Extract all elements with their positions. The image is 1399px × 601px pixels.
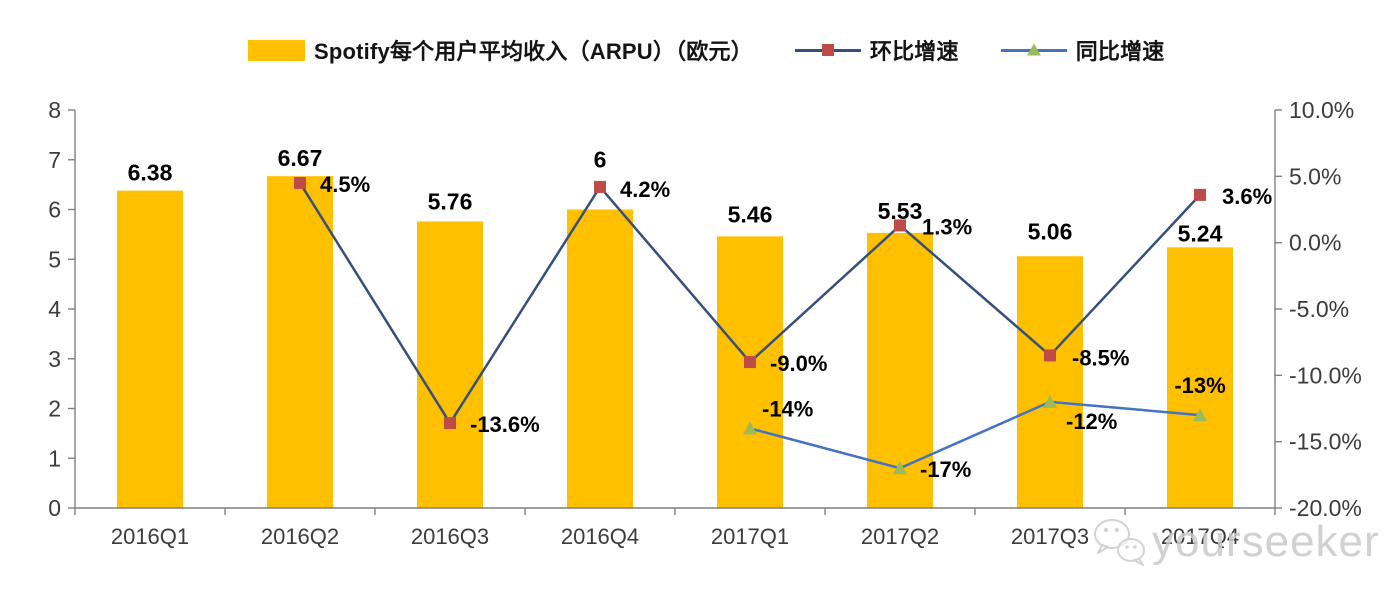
- left-axis-tick-label: 1: [48, 445, 61, 471]
- arpu-bar-label: 6.67: [278, 145, 323, 171]
- x-axis-category-label: 2017Q2: [861, 524, 939, 549]
- x-axis-category-label: 2016Q2: [261, 524, 339, 549]
- x-axis-category-label: 2016Q1: [111, 524, 189, 549]
- yoy-triangle-marker: [893, 461, 907, 475]
- arpu-bar: [1017, 256, 1083, 508]
- qoq-data-label: 4.2%: [620, 177, 670, 202]
- qoq-data-label: -9.0%: [770, 351, 827, 376]
- left-axis-tick-label: 0: [48, 495, 61, 521]
- x-axis-category-label: 2016Q3: [411, 524, 489, 549]
- qoq-square-marker-icon: [821, 44, 834, 56]
- yoy-data-label: -13%: [1174, 373, 1225, 398]
- legend-item-qoq: 环比增速: [794, 34, 959, 66]
- right-axis-tick-label: -10.0%: [1289, 362, 1362, 388]
- qoq-data-label: -8.5%: [1072, 345, 1129, 370]
- qoq-data-label: 4.5%: [320, 172, 370, 197]
- qoq-data-label: 1.3%: [922, 214, 972, 239]
- yoy-data-label: -14%: [762, 396, 813, 421]
- x-axis-category-label: 2017Q3: [1011, 524, 1089, 549]
- qoq-square-marker: [744, 356, 756, 369]
- x-axis-category-label: 2016Q4: [561, 524, 639, 549]
- arpu-bar: [267, 176, 333, 509]
- yoy-data-label: -17%: [920, 457, 971, 482]
- right-axis-tick-label: -20.0%: [1289, 495, 1362, 521]
- right-axis-tick-label: -15.0%: [1289, 429, 1362, 455]
- legend-item-arpu: Spotify每个用户平均收入（ARPU）（欧元）: [248, 34, 753, 66]
- left-axis-tick-label: 6: [48, 197, 61, 223]
- left-axis-tick-label: 7: [48, 147, 61, 173]
- yoy-triangle-marker: [743, 421, 757, 435]
- legend-item-yoy: 同比增速: [1000, 34, 1165, 66]
- right-axis-tick-label: 10.0%: [1289, 97, 1354, 123]
- qoq-square-marker: [1194, 188, 1206, 201]
- arpu-bar: [1167, 247, 1233, 508]
- arpu-bar-label: 6: [594, 147, 607, 173]
- qoq-data-label: -13.6%: [470, 412, 540, 437]
- yoy-data-label: -12%: [1066, 409, 1117, 434]
- qoq-square-marker: [444, 417, 456, 430]
- qoq-square-marker: [894, 219, 906, 232]
- qoq-data-label: 3.6%: [1222, 184, 1272, 209]
- yoy-triangle-marker: [1193, 408, 1207, 422]
- yoy-line-swatch-icon: [1000, 43, 1067, 56]
- legend-label-yoy: 同比增速: [1075, 39, 1165, 64]
- left-axis-tick-label: 8: [48, 97, 61, 123]
- right-axis-tick-label: 5.0%: [1289, 163, 1341, 189]
- arpu-bar-label: 6.38: [128, 160, 173, 186]
- arpu-bar: [567, 209, 633, 508]
- left-axis-tick-label: 3: [48, 346, 61, 372]
- left-axis-tick-label: 2: [48, 396, 61, 422]
- legend-label-arpu: Spotify每个用户平均收入（ARPU）（欧元）: [314, 39, 753, 64]
- arpu-bar-label: 5.24: [1178, 220, 1223, 246]
- legend-label-qoq: 环比增速: [869, 39, 959, 64]
- x-axis-category-label: 2017Q1: [711, 524, 789, 549]
- right-axis-tick-label: 0.0%: [1289, 230, 1341, 256]
- bar-swatch-icon: [248, 39, 305, 61]
- left-axis-tick-label: 4: [48, 296, 61, 322]
- right-axis-tick-label: -5.0%: [1289, 296, 1349, 322]
- yoy-triangle-marker-icon: [1026, 43, 1041, 56]
- qoq-square-marker: [594, 180, 606, 193]
- arpu-bar-label: 5.76: [428, 188, 473, 214]
- yoy-triangle-marker: [1043, 394, 1057, 408]
- left-axis-tick-label: 5: [48, 246, 61, 272]
- yoy-line: [749, 400, 1201, 470]
- qoq-line-swatch-icon: [794, 44, 861, 56]
- arpu-bar-label: 5.06: [1028, 218, 1073, 244]
- arpu-bar-label: 5.46: [728, 201, 773, 227]
- qoq-square-marker: [1044, 349, 1056, 362]
- arpu-bar: [417, 221, 483, 508]
- qoq-square-marker: [294, 176, 306, 189]
- legend: Spotify每个用户平均收入（ARPU）（欧元） 环比增速 同比增速: [248, 34, 1165, 66]
- arpu-bar-label: 5.53: [878, 198, 923, 224]
- arpu-bar: [117, 190, 183, 508]
- x-axis-category-label: 2017Q4: [1161, 524, 1239, 549]
- arpu-bar: [717, 236, 783, 509]
